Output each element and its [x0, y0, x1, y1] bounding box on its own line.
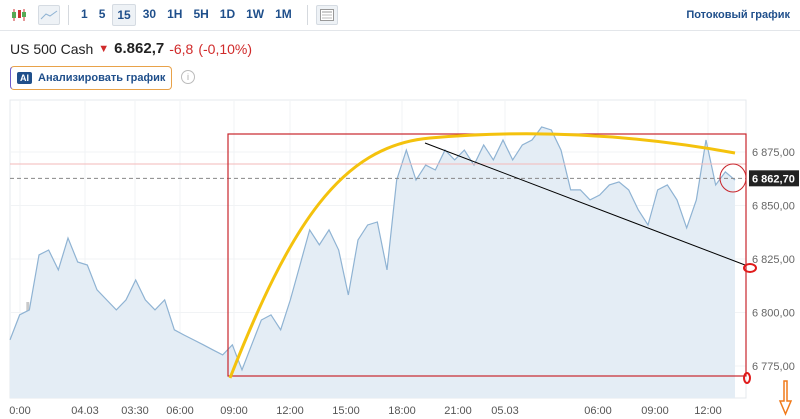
- x-tick-label: 12:00: [276, 405, 304, 417]
- x-tick-label: 09:00: [220, 405, 248, 417]
- area-chart-icon[interactable]: [38, 5, 60, 25]
- x-tick-label: 18:00: [388, 405, 416, 417]
- quote-header: US 500 Cash ▼ 6.862,7 -6,8 (-0,10%): [10, 40, 252, 57]
- timeframe-1w[interactable]: 1W: [246, 7, 265, 21]
- x-tick-label: 03:30: [121, 405, 149, 417]
- x-tick-label: 12:00: [694, 405, 722, 417]
- annotation-circle: [719, 163, 747, 193]
- instrument-name: US 500 Cash: [10, 40, 94, 57]
- timeframe-1[interactable]: 1: [81, 7, 88, 21]
- last-price-marker: [749, 170, 799, 187]
- price-line: [9, 126, 736, 372]
- timeframe-5[interactable]: 5: [98, 7, 106, 21]
- x-tick-label: 06:00: [166, 405, 194, 417]
- x-tick-label: 06:00: [584, 405, 612, 417]
- price-change-percent: (-0,10%): [198, 40, 253, 57]
- candlestick-icon[interactable]: [8, 5, 30, 25]
- last-price-label: 6 862,70: [752, 173, 795, 185]
- y-tick-label: 6 850,00: [752, 201, 795, 213]
- x-tick-label: 05.03: [491, 405, 519, 417]
- timeframe-1m[interactable]: 1M: [275, 7, 292, 21]
- ai-icon: AI: [17, 72, 32, 84]
- x-tick-label: 0:00: [9, 405, 30, 417]
- chart-toolbar: 1 5 15 30 1H 5H 1D 1W 1M Потоковый график: [0, 0, 800, 31]
- annotation-yellow-curve: [228, 132, 736, 379]
- annotation-marker: [743, 372, 751, 384]
- streaming-chart-link[interactable]: Потоковый график: [686, 9, 790, 21]
- divider: [306, 5, 308, 25]
- arrow-down-icon: ▼: [98, 42, 110, 55]
- timeframe-5h[interactable]: 5H: [193, 7, 209, 21]
- x-tick-label: 09:00: [641, 405, 669, 417]
- price-area: [10, 126, 735, 398]
- annotation-marker: [743, 263, 757, 273]
- layout-icon[interactable]: [315, 5, 338, 25]
- last-price: 6.862,7: [114, 40, 165, 57]
- x-tick-label: 15:00: [332, 405, 360, 417]
- timeframe-1d[interactable]: 1D: [219, 7, 236, 21]
- y-tick-label: 6 800,00: [752, 308, 795, 320]
- annotation-trend-line: [424, 142, 746, 266]
- divider: [68, 5, 69, 25]
- timeframe-30[interactable]: 30: [142, 7, 157, 21]
- x-tick-label: 04.03: [71, 405, 99, 417]
- analyze-chart-button[interactable]: AI Анализировать график: [10, 66, 173, 90]
- price-chart[interactable]: 0:00 04.03 03:30 06:00 09:00 12:00 15:00 18:00 2…: [0, 96, 800, 419]
- timeframe-1h[interactable]: 1H: [167, 7, 183, 21]
- x-tick-label: 21:00: [444, 405, 472, 417]
- arrow-down-annotation-icon: [778, 380, 793, 416]
- y-tick-label: 6 825,00: [752, 254, 795, 266]
- info-icon[interactable]: i: [181, 70, 195, 84]
- timeframe-15[interactable]: 15: [112, 4, 136, 26]
- y-tick-label: 6 875,00: [752, 147, 795, 159]
- price-change: -6,8: [169, 40, 194, 57]
- analyze-chart-label: Анализировать график: [38, 72, 166, 84]
- y-tick-label: 6 775,00: [752, 361, 795, 373]
